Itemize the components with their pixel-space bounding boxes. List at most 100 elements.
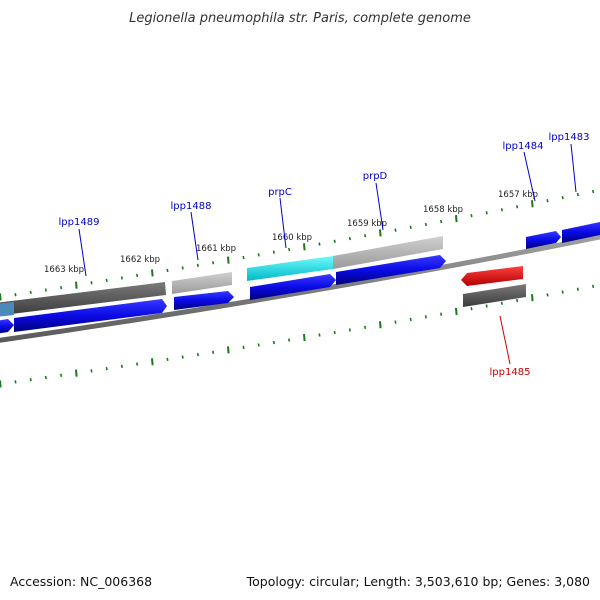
tick-label: 1660 kbp (272, 233, 312, 243)
leader-lpp1483 (570, 143, 577, 193)
minor-tick (14, 380, 17, 384)
minor-tick (424, 222, 427, 227)
minor-tick (196, 263, 199, 267)
minor-tick (212, 350, 215, 354)
map-title: Legionella pneumophila str. Paris, compl… (129, 11, 471, 26)
minor-tick (364, 234, 367, 238)
minor-tick (485, 211, 488, 215)
major-tick (531, 200, 534, 208)
minor-tick (470, 214, 473, 218)
minor-tick (592, 189, 595, 194)
gene-label-prpD[interactable]: prpD (363, 171, 388, 182)
minor-tick (272, 250, 275, 254)
outer-tick-row (0, 189, 595, 301)
major-tick (227, 256, 230, 264)
minor-tick (90, 281, 93, 285)
minor-tick (257, 253, 260, 257)
gene-bar-lpp1485[interactable] (463, 284, 526, 307)
cds-arrow-7[interactable] (562, 221, 600, 243)
gene-bar-prpD[interactable] (333, 236, 443, 269)
leader-prpC (279, 197, 287, 249)
minor-tick (470, 307, 473, 311)
minor-tick (409, 225, 412, 229)
leader-lpp1484 (523, 151, 536, 202)
minor-tick (60, 373, 63, 377)
inner-tick-row (0, 284, 595, 388)
label-leaders (78, 143, 577, 365)
minor-tick (257, 343, 260, 347)
major-tick (455, 307, 458, 316)
minor-tick (14, 293, 17, 297)
gene-label-lpp1483[interactable]: lpp1483 (549, 132, 590, 143)
major-tick (0, 293, 2, 301)
minor-tick (272, 340, 275, 345)
gene-bar-left-edge[interactable] (0, 302, 14, 317)
cds-arrow-4[interactable] (250, 274, 336, 300)
minor-tick (166, 268, 169, 273)
minor-tick (500, 301, 503, 305)
cds-arrow-6[interactable] (526, 231, 561, 249)
minor-tick (561, 195, 564, 200)
minor-tick (212, 261, 215, 265)
major-tick (303, 333, 306, 342)
minor-tick (394, 320, 397, 324)
gene-label-lpp1489[interactable]: lpp1489 (59, 217, 100, 228)
minor-tick (424, 315, 427, 319)
major-tick (379, 321, 382, 329)
major-tick (151, 358, 154, 366)
minor-tick (181, 266, 184, 270)
cds-arrow-2[interactable] (14, 299, 167, 332)
cds-arrow-1[interactable] (0, 319, 14, 334)
gene-bar-lpp1489[interactable] (0, 282, 166, 316)
minor-tick (333, 330, 336, 335)
gene-label-lpp1488[interactable]: lpp1488 (171, 201, 212, 212)
minor-tick (120, 364, 123, 368)
minor-tick (409, 317, 412, 322)
gene-label-prpC[interactable]: prpC (268, 187, 292, 198)
tick-label: 1657 kbp (498, 190, 538, 200)
minor-tick (546, 293, 549, 297)
leader-lpp1488 (190, 211, 199, 261)
major-tick (75, 281, 78, 289)
major-tick (455, 215, 458, 223)
minor-tick (500, 208, 503, 212)
major-tick (531, 294, 534, 302)
leader-lpp1485 (499, 315, 511, 365)
tick-label: 1663 kbp (44, 265, 84, 275)
gene-bar-prpC[interactable] (247, 256, 333, 281)
tick-label: 1661 kbp (196, 244, 236, 254)
minor-tick (485, 304, 488, 308)
minor-tick (576, 287, 579, 291)
minor-tick (166, 357, 169, 362)
minor-tick (348, 236, 351, 241)
gene-labels: lpp1489 lpp1488 prpC prpD lpp1484 lpp148… (59, 132, 590, 378)
gene-label-lpp1484[interactable]: lpp1484 (503, 141, 544, 152)
minor-tick (440, 219, 443, 224)
accession-text: Accession: NC_006368 (10, 574, 152, 589)
minor-tick (44, 375, 47, 380)
minor-tick (288, 247, 291, 252)
minor-tick (333, 239, 336, 243)
minor-tick (136, 273, 139, 278)
minor-tick (196, 353, 199, 357)
minor-tick (29, 290, 32, 295)
cds-arrow-lpp1485[interactable] (461, 266, 523, 286)
minor-tick (516, 205, 519, 209)
major-tick (0, 380, 2, 388)
minor-tick (364, 325, 367, 330)
gene-label-lpp1485[interactable]: lpp1485 (490, 367, 531, 378)
minor-tick (546, 199, 549, 203)
cds-arrow-3[interactable] (174, 291, 234, 310)
cds-arrow-5[interactable] (336, 255, 446, 285)
gene-bar-lpp1488[interactable] (172, 272, 232, 294)
minor-tick (394, 228, 397, 232)
minor-tick (318, 242, 321, 246)
tick-labels: 1663 kbp 1662 kbp 1661 kbp 1660 kbp 1659… (44, 190, 538, 275)
minor-tick (592, 284, 595, 289)
minor-tick (60, 285, 63, 290)
minor-tick (440, 312, 443, 316)
minor-tick (136, 362, 139, 366)
minor-tick (318, 333, 321, 337)
minor-tick (288, 338, 291, 342)
